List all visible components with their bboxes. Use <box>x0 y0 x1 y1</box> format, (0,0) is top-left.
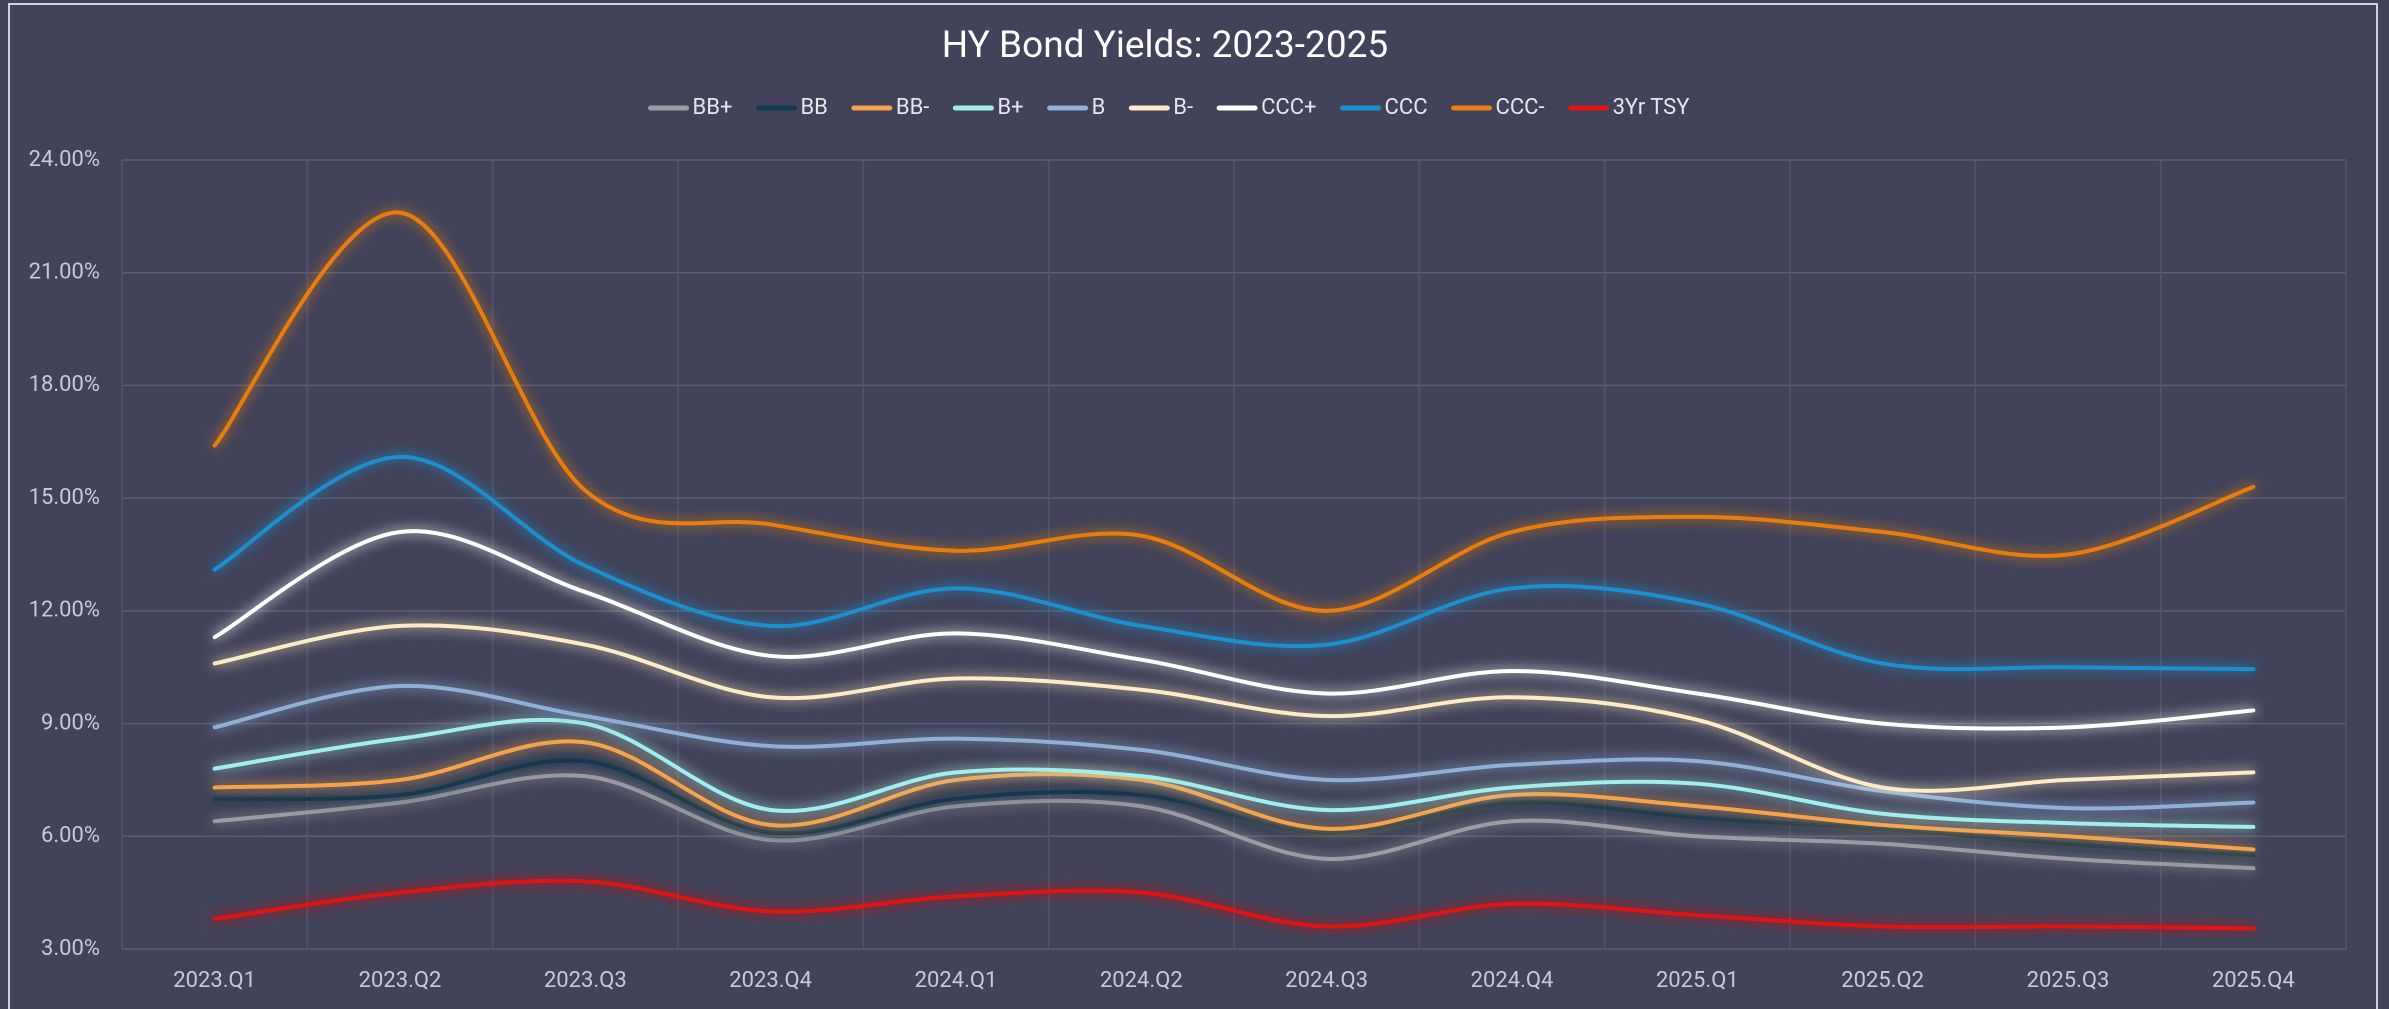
x-tick-label: 2025.Q3 <box>2027 968 2110 993</box>
chart-title: HY Bond Yields: 2023-2025 <box>942 24 1388 67</box>
x-tick-label: 2023.Q3 <box>544 968 627 993</box>
y-tick-label: 21.00% <box>29 260 100 285</box>
legend-label: 3Yr TSY <box>1613 95 1691 120</box>
x-tick-label: 2023.Q2 <box>359 968 442 993</box>
series-line <box>212 773 2256 871</box>
y-tick-label: 18.00% <box>29 372 100 397</box>
x-tick-label: 2025.Q1 <box>1656 968 1739 993</box>
series-line <box>212 878 2256 931</box>
x-tick-label: 2024.Q1 <box>915 968 998 993</box>
x-tick-label: 2023.Q4 <box>729 968 812 993</box>
legend-label: CCC <box>1385 95 1428 120</box>
legend-label: B- <box>1173 95 1193 120</box>
y-tick-label: 12.00% <box>29 598 100 623</box>
lines <box>212 210 2256 931</box>
y-tick-label: 6.00% <box>41 823 100 848</box>
legend-label: CCC+ <box>1261 95 1316 120</box>
series-line <box>212 758 2256 858</box>
series-line <box>212 717 2256 829</box>
x-tick-label: 2024.Q3 <box>1285 968 1368 993</box>
legend: BB+ BB BB- B+ B B- CCC+ CCC CCC- 3Yr TSY <box>648 95 1691 120</box>
series-line <box>212 623 2256 793</box>
series-line <box>212 454 2256 672</box>
legend-label: B+ <box>997 95 1023 120</box>
legend-label: BB <box>800 95 827 120</box>
y-tick-label: 24.00% <box>29 147 100 172</box>
y-tick-label: 9.00% <box>41 710 100 735</box>
y-tick-label: 15.00% <box>29 485 100 510</box>
x-tick-label: 2023.Q1 <box>173 968 256 993</box>
legend-label: B <box>1092 95 1106 120</box>
x-tick-label: 2024.Q4 <box>1471 968 1554 993</box>
series-line <box>212 683 2256 811</box>
legend-label: BB+ <box>693 95 733 120</box>
legend-label: BB- <box>896 95 930 120</box>
series-line <box>212 739 2256 852</box>
x-tick-label: 2025.Q4 <box>2212 968 2295 993</box>
y-tick-label: 3.00% <box>41 936 100 961</box>
frame <box>8 3 2378 1009</box>
series-line <box>212 210 2256 613</box>
x-tick-label: 2025.Q2 <box>1841 968 1924 993</box>
legend-label: CCC- <box>1496 95 1545 120</box>
series-line <box>212 529 2256 731</box>
x-tick-label: 2024.Q2 <box>1100 968 1183 993</box>
